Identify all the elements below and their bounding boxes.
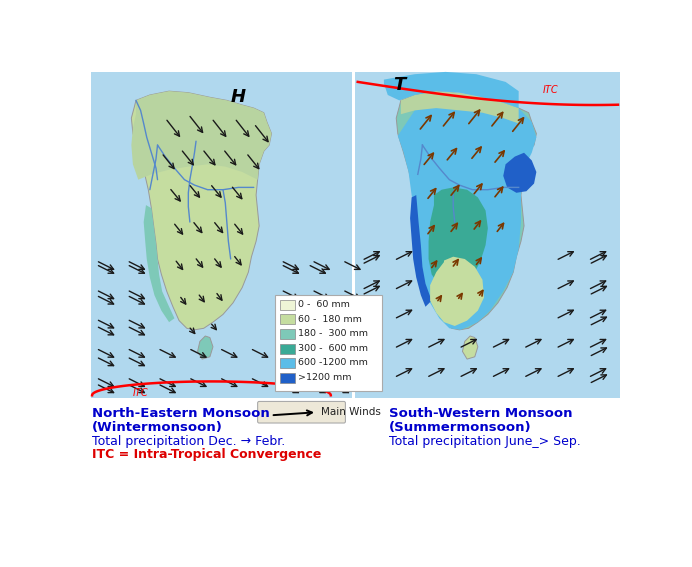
Polygon shape: [410, 195, 432, 307]
Polygon shape: [397, 91, 536, 330]
Text: 0 -  60 mm: 0 - 60 mm: [298, 300, 350, 309]
FancyBboxPatch shape: [257, 401, 345, 423]
Text: 60 -  180 mm: 60 - 180 mm: [298, 315, 363, 324]
Polygon shape: [198, 336, 213, 359]
Bar: [356, 72, 619, 397]
Bar: [280, 300, 295, 310]
Polygon shape: [131, 91, 271, 180]
Polygon shape: [503, 153, 536, 193]
Polygon shape: [398, 95, 536, 330]
Text: 300 -  600 mm: 300 - 600 mm: [298, 344, 368, 353]
Text: Total precipitation June_> Sep.: Total precipitation June_> Sep.: [388, 434, 581, 447]
Text: ITC: ITC: [543, 84, 558, 95]
Text: ITC: ITC: [133, 388, 148, 398]
Text: South-Western Monsoon: South-Western Monsoon: [388, 407, 572, 420]
Bar: [280, 358, 295, 369]
Bar: [280, 373, 295, 383]
Bar: [280, 344, 295, 354]
Text: (Summermonsoon): (Summermonsoon): [388, 421, 531, 434]
Bar: [280, 329, 295, 339]
Text: Main Winds: Main Winds: [321, 407, 381, 417]
Text: 600 -1200 mm: 600 -1200 mm: [298, 358, 368, 367]
Polygon shape: [401, 91, 519, 124]
Text: T: T: [393, 76, 406, 94]
Text: (Wintermonsoon): (Wintermonsoon): [92, 421, 223, 434]
Polygon shape: [144, 205, 174, 322]
Text: Total precipitation Dec. → Febr.: Total precipitation Dec. → Febr.: [92, 434, 285, 447]
Polygon shape: [428, 187, 488, 290]
Polygon shape: [430, 257, 484, 326]
Polygon shape: [462, 336, 478, 359]
Text: 180 -  300 mm: 180 - 300 mm: [298, 329, 368, 338]
Text: H: H: [231, 88, 246, 106]
Bar: [280, 315, 295, 324]
Text: >1200 mm: >1200 mm: [298, 373, 352, 382]
Bar: [91, 72, 352, 397]
Polygon shape: [131, 91, 271, 330]
Text: North-Eastern Monsoon: North-Eastern Monsoon: [92, 407, 270, 420]
Text: ITC = Intra-Tropical Convergence: ITC = Intra-Tropical Convergence: [92, 448, 322, 462]
Polygon shape: [384, 72, 519, 108]
Bar: [275, 295, 381, 391]
